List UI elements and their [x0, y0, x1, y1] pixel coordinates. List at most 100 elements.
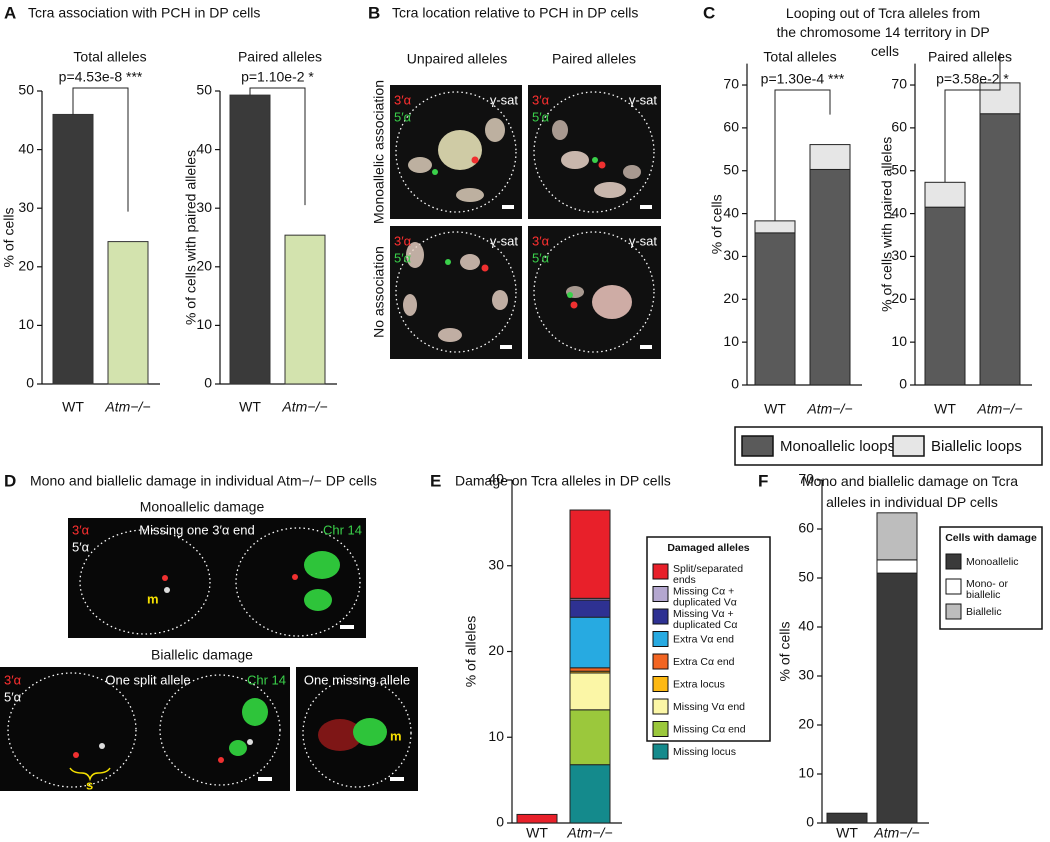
bar-segment — [826, 812, 868, 824]
bar-segment — [569, 667, 611, 672]
image-label: 3′α — [532, 92, 550, 107]
bar-segment — [924, 181, 966, 208]
image-label: γ-sat — [629, 233, 658, 248]
legend-label: Monoallelic — [966, 556, 1019, 568]
legend-swatch — [892, 435, 925, 457]
image-label: 3′α — [4, 672, 22, 687]
significance-bracket — [774, 89, 831, 221]
image-label: 3′α — [72, 522, 90, 537]
legend-swatch — [945, 553, 962, 570]
image-label: 5′α — [394, 250, 412, 265]
legend-swatch — [945, 578, 962, 595]
significance-bracket — [72, 87, 129, 212]
panel-letter: B — [368, 3, 380, 22]
bar-segment — [979, 113, 1021, 386]
image-label: γ-sat — [490, 92, 519, 107]
y-axis-label: % of cells with paired alleles — [183, 150, 199, 325]
y-tick-label: 20 — [18, 258, 34, 274]
chart-title: Mono and biallelic damage on Tcra allele… — [802, 473, 1022, 510]
y-axis-label: % of cells with paired alleles — [879, 137, 895, 312]
bar-segment — [809, 168, 851, 386]
x-tick-label: Atm−/− — [806, 401, 852, 417]
image-label: Missing one 3′α end — [139, 522, 254, 537]
legend-swatch — [652, 586, 669, 602]
x-tick-label: Atm−/− — [976, 401, 1022, 417]
legend-box — [734, 426, 1043, 466]
image-label: m — [390, 728, 402, 743]
legend-swatch — [945, 603, 962, 620]
bar-segment — [516, 813, 558, 824]
micrograph: One missing allele m — [296, 667, 418, 791]
y-tick-label: 40 — [18, 140, 34, 156]
legend-label: Biallelic loops — [931, 438, 1022, 455]
bar — [284, 234, 326, 385]
y-tick-label: 0 — [899, 376, 907, 392]
y-tick-label: 20 — [891, 290, 907, 306]
y-tick-label: 20 — [723, 290, 739, 306]
significance-bracket — [944, 52, 1001, 183]
chart-title: Paired alleles — [238, 49, 322, 65]
y-tick-label: 30 — [723, 247, 739, 263]
micrograph: 3′α 5′α γ-sat — [390, 85, 522, 219]
bar-segment — [754, 232, 796, 386]
image-label: 5′α — [72, 539, 90, 554]
micrograph: 3′α 5′α γ-sat — [528, 85, 661, 219]
legend-label: Extra locus — [673, 678, 725, 690]
y-axis-label: % of cells — [709, 194, 725, 254]
y-tick-label: 40 — [196, 140, 212, 156]
annotation: p=1.30e-4 *** — [761, 71, 845, 87]
image-label: 5′α — [532, 250, 550, 265]
y-tick-label: 40 — [488, 471, 504, 487]
significance-bracket — [249, 87, 306, 206]
y-tick-label: 50 — [891, 161, 907, 177]
image-label: 3′α — [394, 92, 412, 107]
y-axis-label: % of cells — [1, 208, 17, 268]
y-tick-label: 10 — [196, 316, 212, 332]
bar-segment — [569, 709, 611, 766]
y-tick-label: 10 — [723, 333, 739, 349]
legend-title: Damaged alleles — [667, 542, 749, 554]
x-tick-label: WT — [62, 399, 84, 415]
x-tick-label: WT — [239, 399, 261, 415]
row-label: Monoallelic association — [371, 80, 387, 224]
bar-segment — [569, 672, 611, 711]
image-heading: Monoallelic damage — [140, 499, 265, 515]
y-tick-label: 30 — [196, 199, 212, 215]
image-label: 5′α — [532, 109, 550, 124]
legend-label: Monoallelic loops — [780, 438, 895, 455]
bar-segment — [876, 572, 918, 824]
y-tick-label: 60 — [723, 119, 739, 135]
chart-title: Total alleles — [763, 49, 836, 65]
y-tick-label: 20 — [488, 642, 504, 658]
y-tick-label: 0 — [496, 814, 504, 830]
bar-segment — [876, 512, 918, 561]
bar-segment — [569, 616, 611, 669]
y-tick-label: 30 — [488, 556, 504, 572]
legend-swatch — [652, 631, 669, 647]
bar-segment — [924, 206, 966, 386]
y-tick-label: 0 — [806, 814, 814, 830]
x-tick-label: WT — [526, 825, 548, 841]
image-label: m — [147, 591, 159, 606]
image-label: 3′α — [394, 233, 412, 248]
micrograph: 3′α 5′α γ-sat — [390, 226, 522, 359]
chart-title: Total alleles — [73, 49, 146, 65]
y-tick-label: 50 — [798, 569, 814, 585]
legend-label: Extra Vα end — [673, 633, 734, 645]
y-tick-label: 70 — [798, 471, 814, 487]
legend-swatch — [652, 721, 669, 737]
image-label: γ-sat — [629, 92, 658, 107]
y-tick-label: 20 — [196, 258, 212, 274]
image-heading: Biallelic damage — [151, 647, 253, 663]
y-tick-label: 30 — [798, 667, 814, 683]
y-tick-label: 10 — [488, 728, 504, 744]
y-axis-label: % of alleles — [463, 616, 479, 688]
y-tick-label: 70 — [723, 76, 739, 92]
panel-letter: D — [4, 471, 16, 490]
legend-swatch — [652, 563, 669, 580]
y-axis-label: % of cells — [777, 622, 793, 682]
y-tick-label: 70 — [891, 76, 907, 92]
legend-label: Missing Cα + duplicated Vα — [673, 585, 737, 608]
y-tick-label: 10 — [18, 316, 34, 332]
